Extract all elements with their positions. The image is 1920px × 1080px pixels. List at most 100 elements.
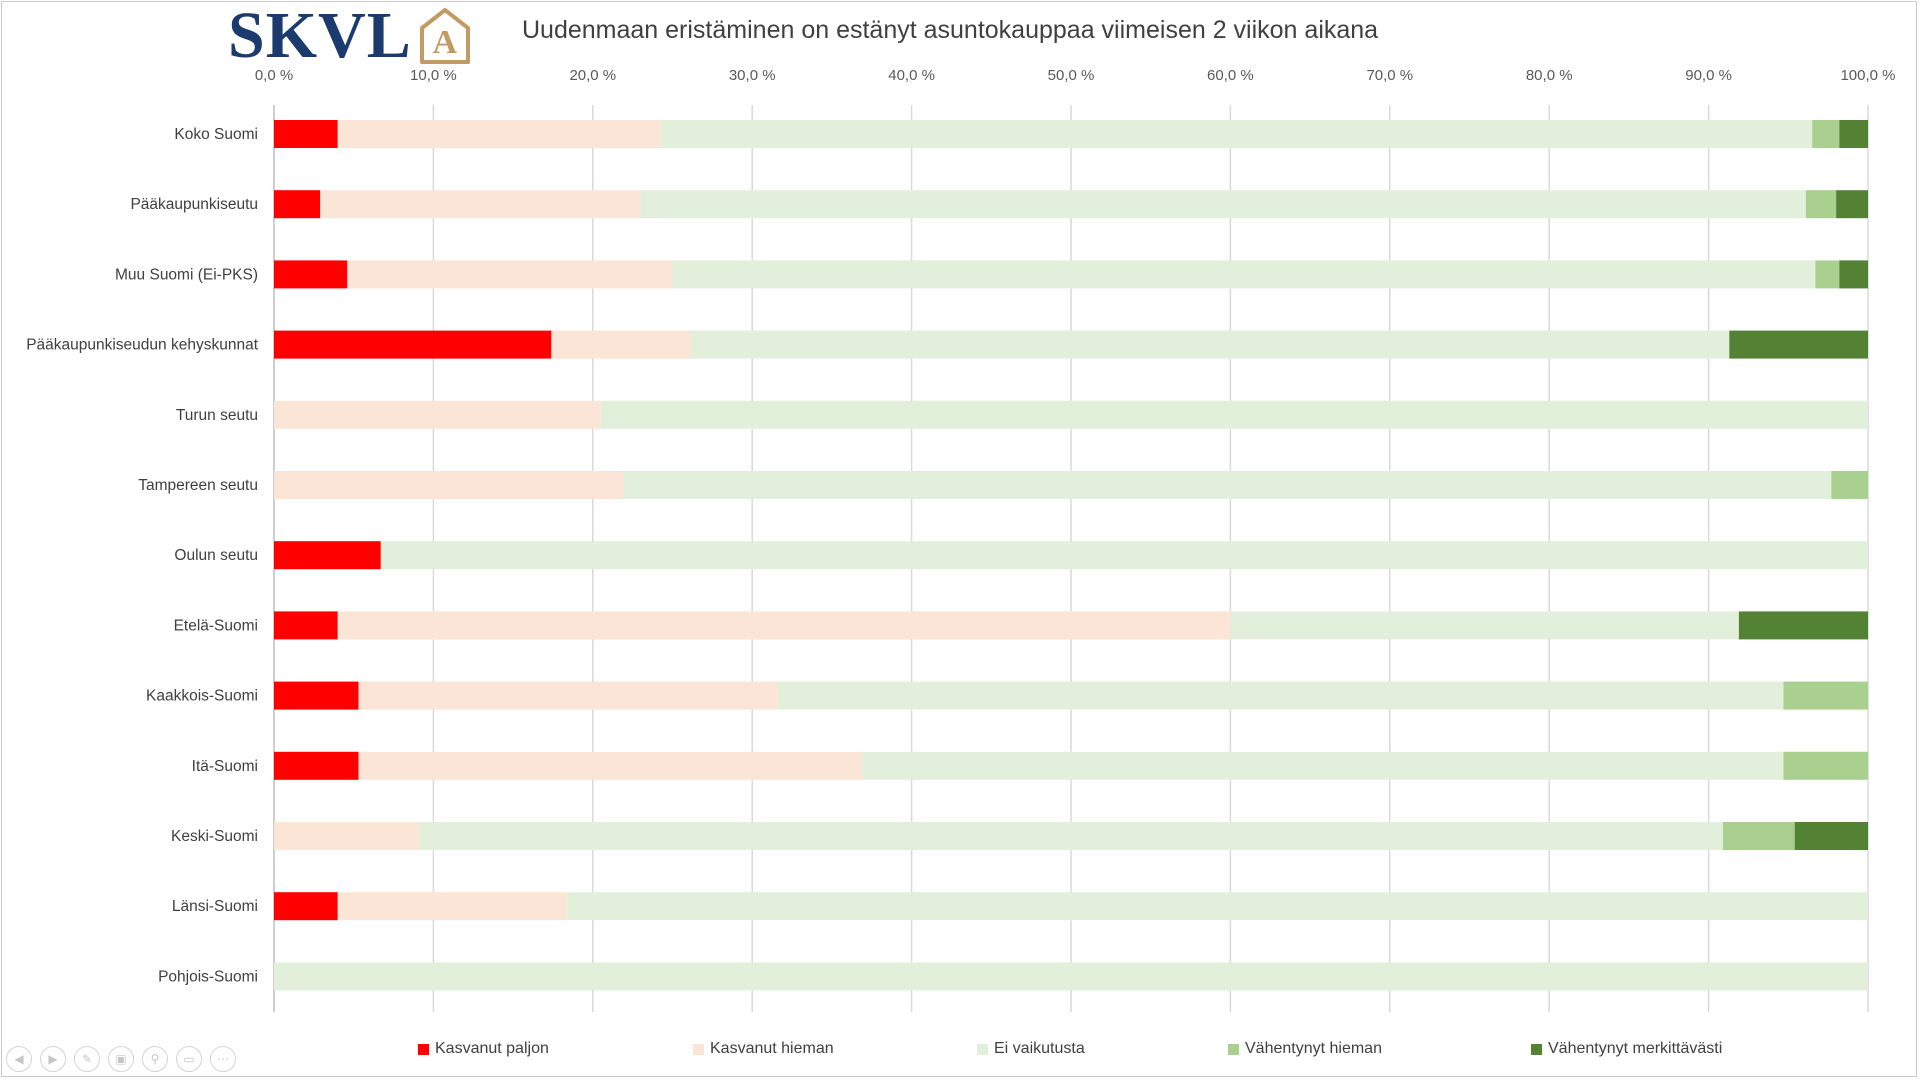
- bar-segment: [551, 330, 691, 359]
- next-slide-icon[interactable]: ▶: [40, 1046, 66, 1072]
- bar-segment: [1815, 260, 1840, 289]
- bar-segment: [419, 822, 1723, 850]
- category-label: Itä-Suomi: [192, 758, 258, 775]
- bar-segment: [1729, 330, 1868, 359]
- category-label: Etelä-Suomi: [174, 617, 258, 634]
- legend-swatch: [1228, 1043, 1239, 1055]
- logo-text: SKVL: [228, 0, 412, 72]
- bar-segment: [1738, 611, 1868, 640]
- x-tick-label: 20,0 %: [569, 67, 616, 84]
- legend-label: Vähentynyt hieman: [1245, 1040, 1382, 1057]
- bar-segment: [274, 822, 420, 850]
- bar-segment: [690, 330, 1730, 359]
- category-label: Pääkaupunkiseudun kehyskunnat: [26, 337, 259, 354]
- slideshow-toolbar: ◀ ▶ ✎ ▣ ⚲ ▭ ⋯: [6, 1046, 236, 1072]
- x-tick-label: 70,0 %: [1366, 67, 1413, 84]
- legend-swatch: [693, 1043, 704, 1055]
- bar-segment: [358, 751, 863, 780]
- x-tick-label: 40,0 %: [888, 67, 935, 84]
- bar-segment: [640, 190, 1806, 219]
- category-label: Pääkaupunkiseutu: [130, 196, 258, 213]
- legend-label: Ei vaikutusta: [994, 1040, 1085, 1057]
- legend-label: Vähentynyt merkittävästi: [1548, 1040, 1723, 1057]
- bar-segment: [1831, 471, 1868, 499]
- bar-segment: [380, 541, 1869, 570]
- category-label: Keski-Suomi: [171, 828, 258, 845]
- chart-legend: Kasvanut paljon Kasvanut hieman Ei vaikutu…: [0, 1040, 1920, 1060]
- category-label: Tampereen seutu: [138, 477, 258, 494]
- bar-segment: [320, 190, 641, 219]
- bar-segment: [274, 541, 381, 570]
- category-label: Turun seutu: [176, 407, 258, 424]
- bar-segment: [274, 260, 348, 289]
- screen-icon[interactable]: ▭: [176, 1046, 202, 1072]
- bar-segment: [274, 611, 338, 640]
- skvl-logo: SKVL A: [228, 0, 472, 72]
- bar-segment: [1783, 751, 1868, 780]
- bar-segment: [274, 681, 359, 710]
- logo-mark-letter: A: [432, 24, 458, 61]
- bar-segment: [661, 120, 1813, 148]
- legend-swatch: [1531, 1043, 1542, 1055]
- bar-segment: [1783, 681, 1868, 710]
- more-options-icon[interactable]: ⋯: [210, 1046, 236, 1072]
- bar-segment: [600, 400, 1868, 429]
- legend-item: Kasvanut hieman: [693, 1040, 834, 1058]
- legend-label: Kasvanut paljon: [435, 1040, 549, 1057]
- bar-segment: [1839, 260, 1868, 289]
- category-label: Koko Suomi: [174, 126, 258, 143]
- x-tick-label: 10,0 %: [410, 67, 457, 84]
- legend-item: Vähentynyt hieman: [1228, 1040, 1382, 1058]
- category-label: Muu Suomi (Ei-PKS): [115, 266, 258, 283]
- category-label: Kaakkois-Suomi: [146, 688, 258, 705]
- bar-segment: [337, 611, 1231, 640]
- bar-segment: [274, 330, 552, 359]
- bar-segment: [1839, 120, 1868, 148]
- bar-segment: [274, 892, 338, 921]
- house-logo-icon: A: [418, 6, 472, 66]
- bar-segment: [274, 400, 601, 429]
- bar-segment: [1812, 120, 1840, 148]
- bar-segment: [777, 681, 1784, 710]
- x-tick-label: 0,0 %: [255, 67, 293, 84]
- category-label: Länsi-Suomi: [172, 898, 258, 915]
- bar-segment: [358, 681, 778, 710]
- category-label: Pohjois-Suomi: [158, 968, 258, 985]
- x-tick-label: 30,0 %: [729, 67, 776, 84]
- legend-swatch: [977, 1043, 988, 1055]
- pen-icon[interactable]: ✎: [74, 1046, 100, 1072]
- bar-segment: [1805, 190, 1837, 219]
- all-slides-icon[interactable]: ▣: [108, 1046, 134, 1072]
- legend-item: Kasvanut paljon: [418, 1040, 549, 1058]
- x-tick-label: 90,0 %: [1685, 67, 1732, 84]
- bar-segment: [274, 962, 1868, 991]
- chart-title: Uudenmaan eristäminen on estänyt asuntok…: [522, 16, 1379, 44]
- zoom-icon[interactable]: ⚲: [142, 1046, 168, 1072]
- previous-slide-icon[interactable]: ◀: [6, 1046, 32, 1072]
- x-tick-label: 50,0 %: [1048, 67, 1095, 84]
- bar-segment: [672, 260, 1816, 289]
- x-tick-label: 100,0 %: [1840, 67, 1895, 84]
- bar-segment: [1722, 822, 1795, 850]
- legend-label: Kasvanut hieman: [710, 1040, 834, 1057]
- legend-item: Vähentynyt merkittävästi: [1531, 1040, 1722, 1058]
- bar-segment: [337, 892, 568, 921]
- bar-segment: [337, 120, 662, 148]
- bar-segment: [274, 190, 321, 219]
- bar-segment: [1794, 822, 1868, 850]
- bar-segment: [623, 471, 1832, 499]
- bar-segment: [274, 120, 338, 148]
- legend-item: Ei vaikutusta: [977, 1040, 1085, 1058]
- bar-segment: [1230, 611, 1739, 640]
- legend-swatch: [418, 1043, 429, 1055]
- bar-segment: [274, 751, 359, 780]
- bar-segment: [347, 260, 673, 289]
- x-tick-label: 60,0 %: [1207, 67, 1254, 84]
- bar-segment: [567, 892, 1868, 921]
- bar-segment: [862, 751, 1784, 780]
- x-tick-label: 80,0 %: [1526, 67, 1573, 84]
- category-label: Oulun seutu: [174, 547, 258, 564]
- bar-segment: [274, 471, 624, 499]
